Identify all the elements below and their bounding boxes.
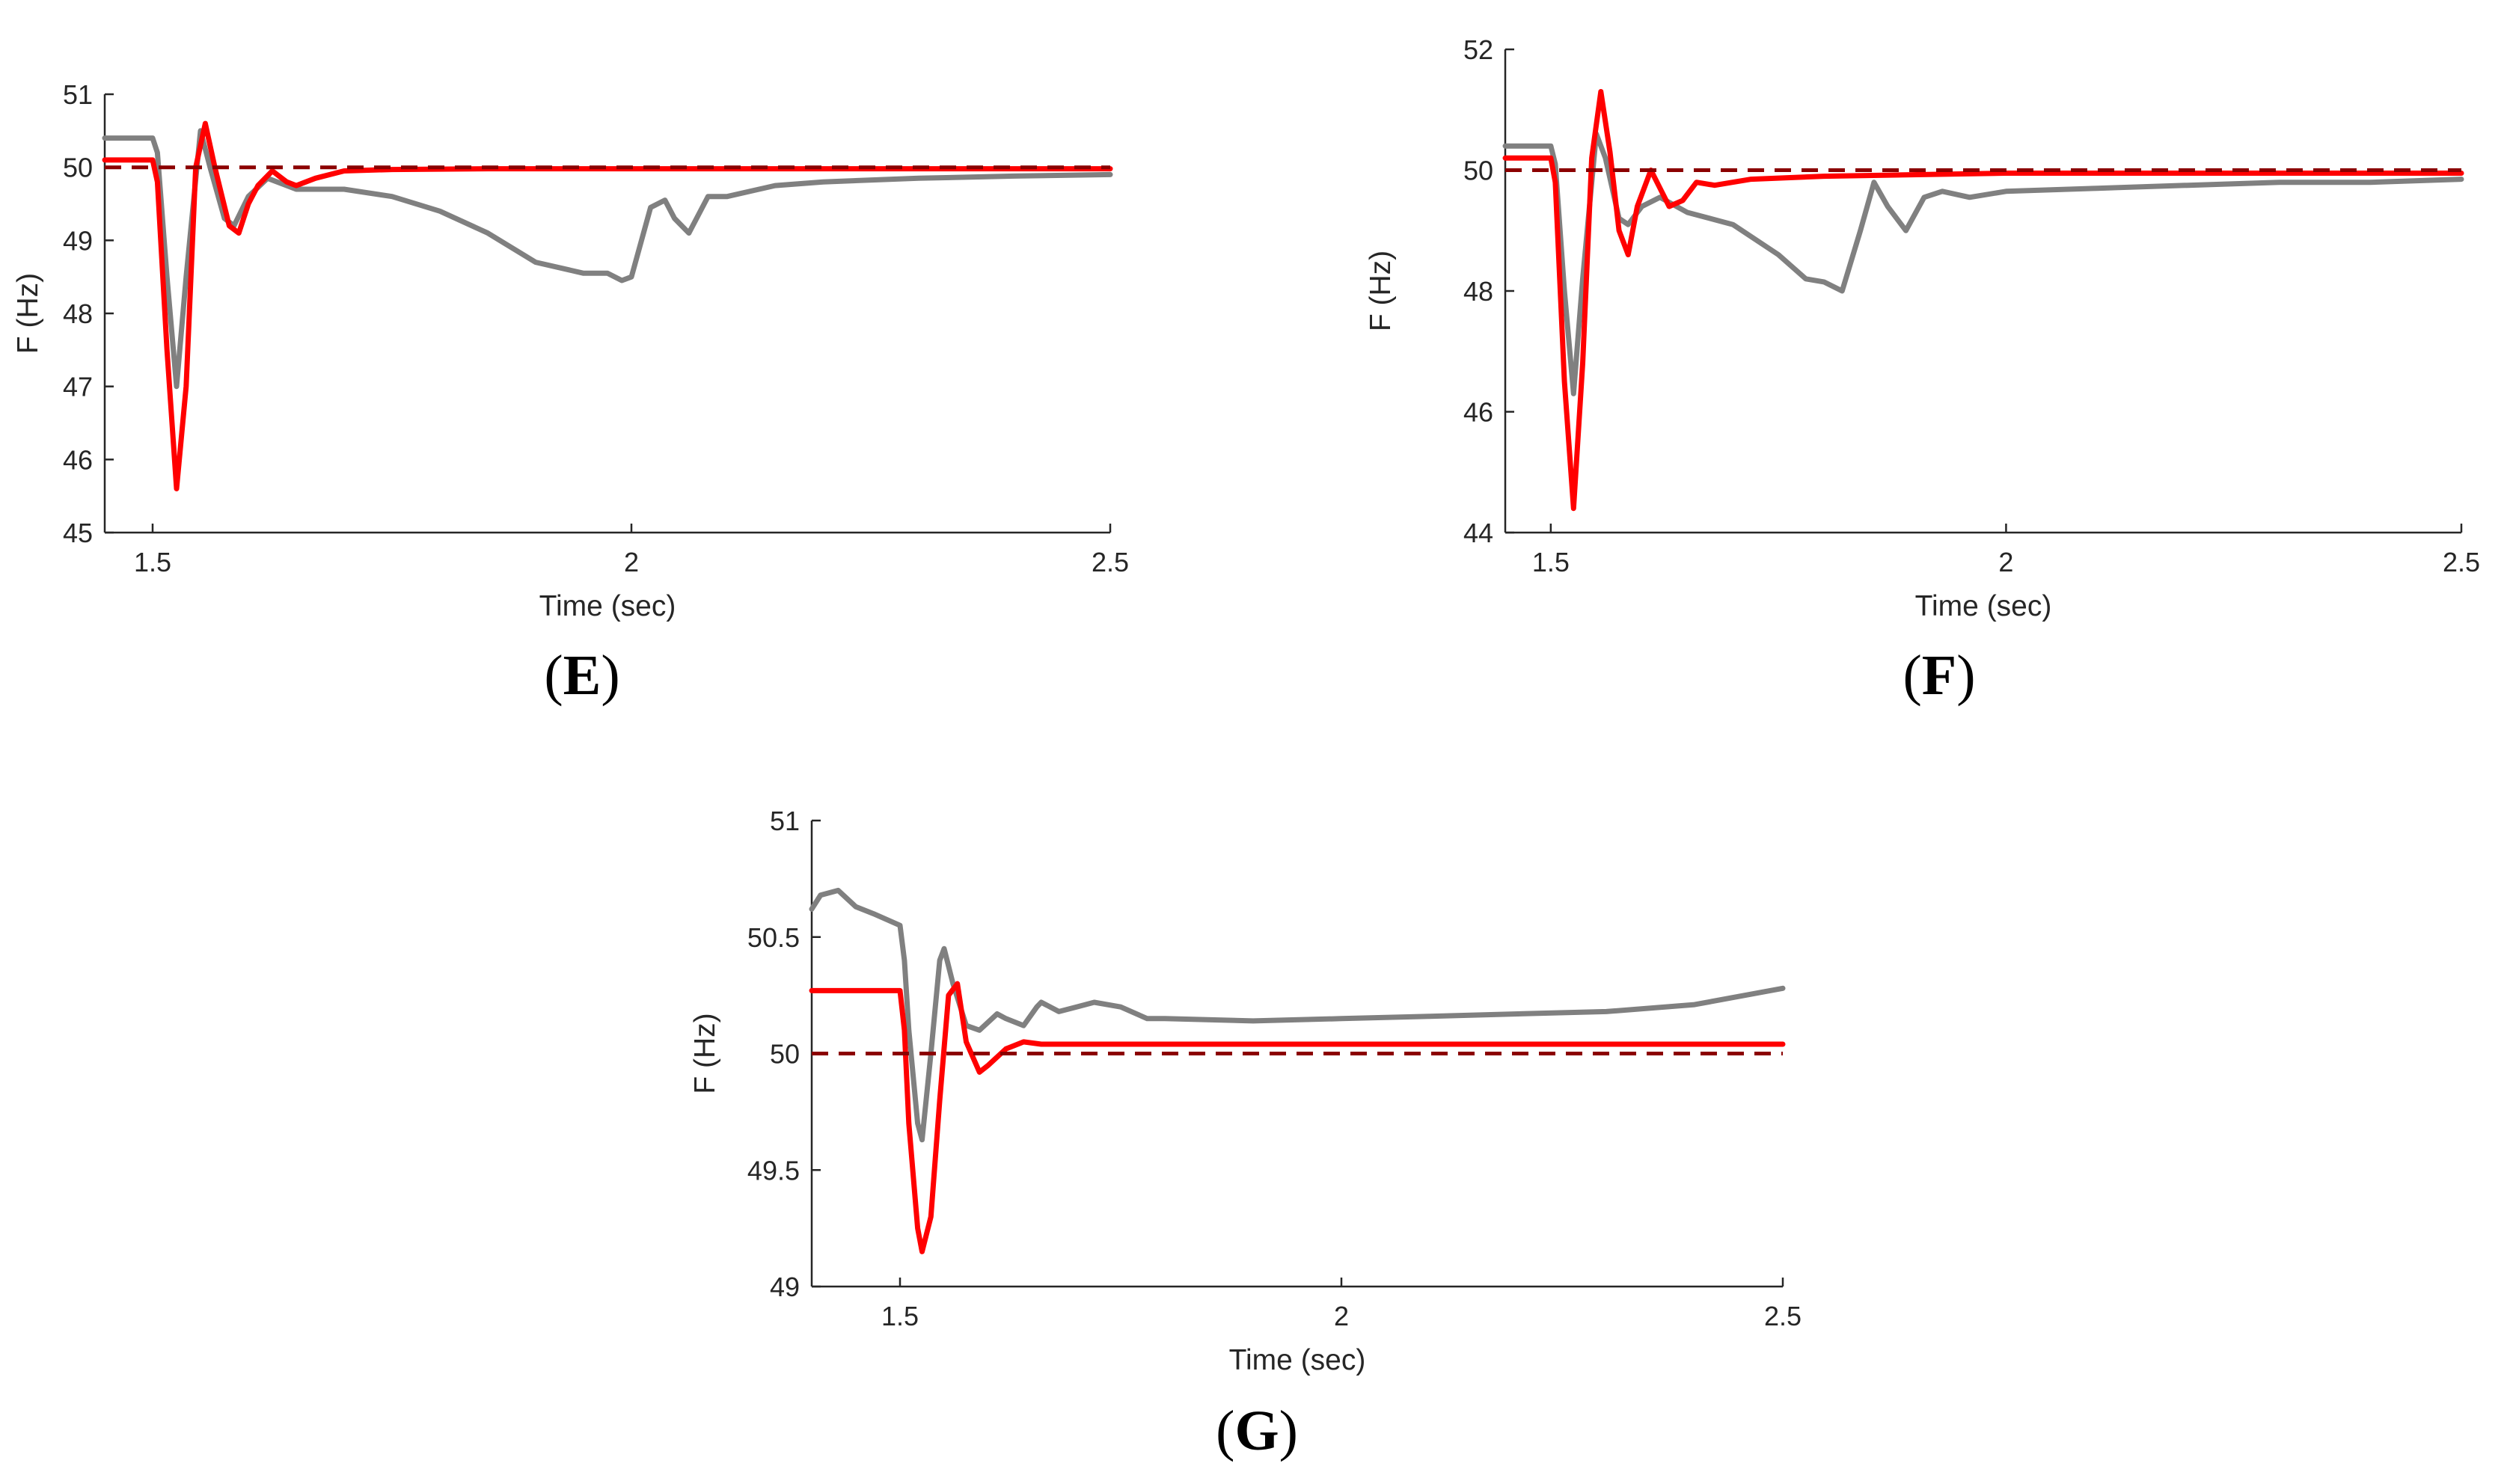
y-tick-label: 46 bbox=[1463, 397, 1493, 428]
y-tick-label: 46 bbox=[63, 444, 93, 475]
chart-panel-g: 49 49.5 50 50.5 51 1.5 2 2.5 Time (sec) F (Hz) (G) bbox=[689, 806, 1802, 1462]
y-tick-label: 50.5 bbox=[747, 922, 800, 953]
y-axis-label: F (Hz) bbox=[689, 1013, 721, 1094]
series-line-gray bbox=[809, 887, 1786, 1143]
y-axis-label: F (Hz) bbox=[12, 273, 44, 354]
y-tick-label: 50 bbox=[770, 1039, 800, 1070]
y-tick-label: 48 bbox=[63, 298, 93, 329]
panel-label: (E) bbox=[544, 644, 619, 707]
x-tick-label: 2.5 bbox=[1764, 1301, 1802, 1331]
x-axis-label: Time (sec) bbox=[539, 590, 676, 622]
y-tick-label: 49.5 bbox=[747, 1155, 800, 1186]
y-tick-label: 44 bbox=[1463, 518, 1493, 548]
y-tick-label: 49 bbox=[63, 225, 93, 256]
x-tick-label: 1.5 bbox=[1532, 547, 1570, 577]
panel-label: (F) bbox=[1903, 644, 1975, 707]
y-tick-label: 52 bbox=[1463, 34, 1493, 65]
y-tick-label: 50 bbox=[1463, 156, 1493, 186]
x-tick-label: 2.5 bbox=[1092, 547, 1129, 577]
x-axis-label: Time (sec) bbox=[1229, 1344, 1366, 1376]
series-line-red bbox=[809, 981, 1786, 1254]
panel-label: (G) bbox=[1216, 1399, 1298, 1462]
y-tick-label: 51 bbox=[770, 806, 800, 836]
y-tick-label: 47 bbox=[63, 372, 93, 402]
series-line-red bbox=[1502, 89, 2464, 512]
series-line-gray bbox=[1502, 131, 2464, 396]
y-tick-label: 50 bbox=[63, 153, 93, 183]
y-tick-label: 45 bbox=[63, 518, 93, 548]
y-tick-label: 51 bbox=[63, 79, 93, 110]
x-tick-label: 2 bbox=[1998, 547, 2013, 577]
x-tick-label: 2 bbox=[1334, 1301, 1349, 1331]
x-tick-label: 1.5 bbox=[134, 547, 171, 577]
x-tick-label: 2.5 bbox=[2443, 547, 2480, 577]
y-tick-label: 49 bbox=[770, 1272, 800, 1302]
chart-panel-f: 44 46 48 50 52 1.5 2 2.5 Time (sec) F (Hz) (F) bbox=[1365, 34, 2480, 707]
y-tick-label: 48 bbox=[1463, 276, 1493, 307]
series-line-red bbox=[102, 120, 1113, 491]
y-axis-label: F (Hz) bbox=[1365, 251, 1397, 331]
chart-panel-e: 45 46 47 48 49 50 51 1.5 2 2.5 Time (sec) F (Hz) (E) bbox=[12, 79, 1129, 707]
x-axis-label: Time (sec) bbox=[1915, 590, 2052, 622]
x-tick-label: 1.5 bbox=[881, 1301, 919, 1331]
x-tick-label: 2 bbox=[624, 547, 639, 577]
